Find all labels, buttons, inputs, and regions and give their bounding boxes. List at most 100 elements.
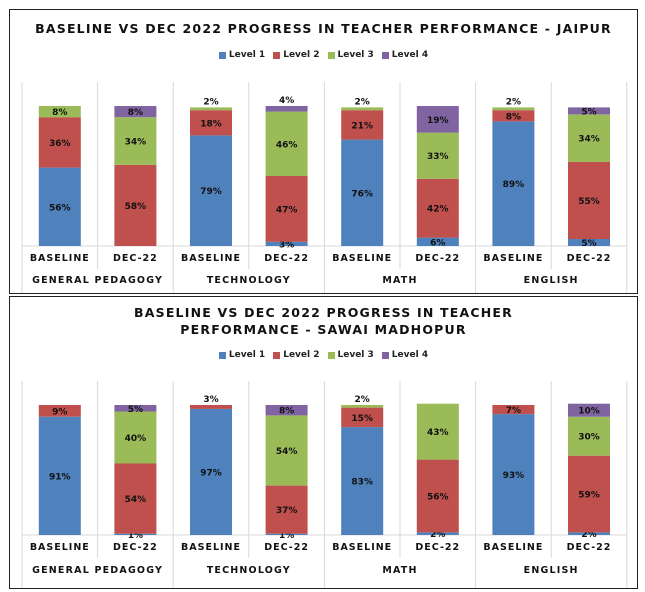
bar-segment	[416, 403, 459, 460]
data-label: 8%	[279, 407, 294, 417]
category-label: DEC-22	[264, 542, 309, 553]
data-label: 36%	[49, 139, 71, 149]
sawai-madhopur-chart: BASELINE VS DEC 2022 PROGRESS IN TEACHER…	[9, 296, 638, 589]
legend-label: Level 2	[283, 50, 320, 60]
data-label: 1%	[279, 531, 294, 541]
bar-segment	[492, 121, 535, 246]
data-label: 4%	[279, 96, 294, 106]
bar-segment	[492, 405, 535, 415]
data-label: 7%	[506, 406, 521, 416]
bar-segment	[568, 403, 610, 417]
bar-segment	[265, 533, 308, 535]
group-label: MATH	[382, 275, 417, 286]
data-label: 79%	[200, 187, 222, 197]
data-label: 3%	[203, 395, 218, 405]
legend-swatch	[327, 351, 335, 359]
data-label: 3%	[279, 240, 294, 250]
bar-segment	[114, 405, 157, 412]
data-label: 2%	[430, 530, 445, 540]
category-label: DEC-22	[415, 542, 460, 553]
bar-segment	[416, 459, 459, 533]
bar-segment	[114, 463, 157, 534]
legend-label: Level 3	[337, 350, 374, 360]
legend-swatch	[218, 351, 226, 359]
bar-segment	[114, 106, 157, 118]
bar-segment	[190, 107, 232, 111]
category-label: DEC-22	[567, 253, 612, 264]
bar-segment	[416, 178, 459, 238]
legend-swatch	[218, 51, 226, 59]
data-label: 56%	[49, 203, 71, 213]
data-label: 1%	[128, 531, 143, 541]
bar-segment	[38, 405, 81, 417]
data-label: 97%	[200, 468, 222, 478]
group-label: ENGLISH	[524, 565, 579, 576]
bar-segment	[114, 117, 157, 165]
plot-area: 56% 36% 8% BASELINE 58% 34% 8% DEC-22 79% 18% 2% BA…	[21, 82, 628, 293]
data-label: 5%	[581, 107, 596, 117]
legend-label: Level 4	[391, 350, 429, 360]
data-label: 5%	[128, 405, 143, 415]
bar-segment	[265, 106, 308, 112]
bar-segment	[341, 407, 384, 428]
bar-segment	[341, 139, 384, 246]
legend: Level 1 Level 2 Level 3 Level 4	[10, 50, 637, 62]
bar-segment	[416, 532, 459, 535]
category-label: BASELINE	[483, 253, 543, 264]
legend-item: Level 4	[381, 50, 429, 60]
data-label: 37%	[276, 506, 298, 516]
category-label: BASELINE	[30, 542, 90, 553]
legend-item: Level 3	[327, 350, 374, 360]
data-label: 8%	[506, 112, 521, 122]
legend-swatch	[327, 51, 335, 59]
bar-segment	[341, 405, 384, 408]
data-label: 30%	[578, 433, 600, 443]
legend-label: Level 1	[228, 50, 266, 60]
bar-segment	[568, 416, 610, 456]
data-label: 55%	[578, 197, 600, 207]
bar-segment	[492, 110, 535, 122]
data-label: 43%	[427, 428, 449, 438]
data-label: 34%	[578, 135, 600, 145]
bar-segment	[568, 532, 610, 535]
bar-segment	[265, 485, 308, 534]
category-label: DEC-22	[113, 253, 158, 264]
bar-segment	[568, 107, 610, 115]
bar-segment	[38, 106, 81, 118]
category-label: BASELINE	[181, 253, 241, 264]
data-label: 34%	[125, 138, 147, 148]
group-label: MATH	[382, 565, 417, 576]
legend-item: Level 1	[218, 50, 266, 60]
category-label: DEC-22	[264, 253, 309, 264]
data-label: 2%	[355, 395, 370, 405]
bar-segment	[265, 176, 308, 242]
bar-segment	[265, 241, 308, 246]
bar-segment	[190, 135, 232, 246]
data-label: 5%	[581, 239, 596, 249]
data-label: 83%	[351, 478, 373, 488]
data-label: 46%	[276, 140, 298, 150]
bar-segment	[190, 405, 232, 409]
legend-item: Level 1	[218, 350, 266, 360]
bar-segment	[492, 414, 535, 535]
group-label: GENERAL PEDAGOGY	[32, 565, 163, 576]
data-label: 56%	[427, 493, 449, 503]
legend-label: Level 4	[391, 50, 429, 60]
jaipur-chart: BASELINE VS DEC 2022 PROGRESS IN TEACHER…	[9, 9, 638, 294]
data-label: 47%	[276, 205, 298, 215]
category-label: BASELINE	[181, 542, 241, 553]
data-label: 9%	[52, 407, 67, 417]
group-label: TECHNOLOGY	[207, 275, 291, 286]
data-label: 33%	[427, 152, 449, 162]
bar-segment	[265, 111, 308, 176]
legend-swatch	[381, 351, 389, 359]
data-label: 42%	[427, 205, 449, 215]
legend-label: Level 1	[228, 350, 266, 360]
data-label: 91%	[49, 472, 71, 482]
bar-segment	[38, 117, 81, 168]
data-label: 8%	[52, 108, 67, 118]
bar-segment	[416, 237, 459, 246]
category-label: BASELINE	[30, 253, 90, 264]
data-label: 21%	[351, 121, 373, 131]
bar-segment	[341, 427, 384, 535]
